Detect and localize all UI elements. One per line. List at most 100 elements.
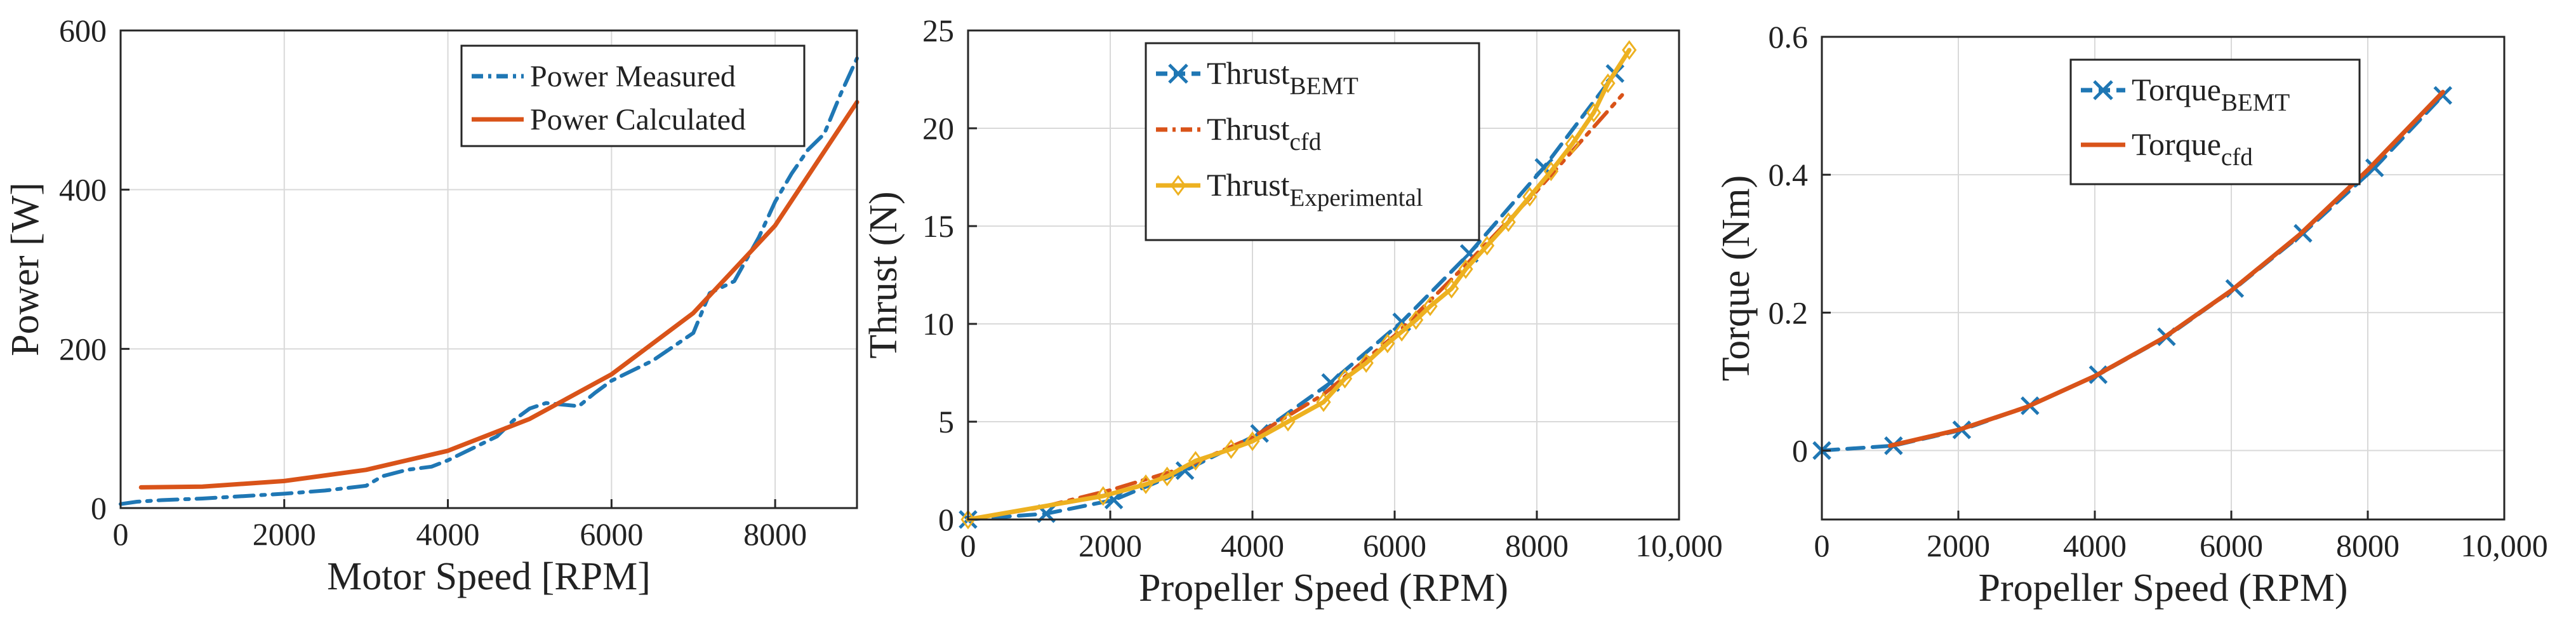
data-point <box>1458 259 1473 279</box>
y-tick-label: 0 <box>938 502 954 537</box>
legend: Power Measured Power Calculated <box>460 44 806 147</box>
legend-label: Power Calculated <box>530 103 746 137</box>
x-tick-label: 4000 <box>1221 528 1284 563</box>
y-tick-label: 0 <box>91 490 107 526</box>
x-tick-label: 6000 <box>1363 528 1426 563</box>
data-point <box>1501 212 1516 232</box>
legend-box <box>460 44 806 147</box>
data-point <box>1423 296 1438 316</box>
y-tick-label: 20 <box>922 111 954 146</box>
axes-box <box>967 29 1680 521</box>
legend-label-main: Thrust <box>1207 55 1290 91</box>
x-tick-label: 6000 <box>2200 528 2263 563</box>
x-tick-label: 0 <box>113 516 129 552</box>
y-tick-label: 5 <box>938 404 954 439</box>
x-axis-label: Propeller Speed (RPM) <box>1139 566 1508 610</box>
legend-label: ThrustBEMT <box>1207 55 1358 100</box>
x-axis-label: Motor Speed [RPM] <box>327 555 651 598</box>
data-point <box>1245 431 1260 452</box>
legend-label-main: Power Measured <box>530 60 736 93</box>
y-axis-label: Power [W] <box>4 182 47 356</box>
data-point <box>960 509 976 530</box>
legend-label-main: Torque <box>2132 126 2221 162</box>
x-tick-label: 8000 <box>743 516 807 552</box>
y-tick-label: 200 <box>59 331 107 366</box>
x-tick-label: 4000 <box>2063 528 2127 563</box>
x-tick-label: 8000 <box>2336 528 2400 563</box>
x-tick-label: 4000 <box>416 516 480 552</box>
legend-label-subscript: cfd <box>2221 144 2253 171</box>
legend-marker <box>2093 80 2113 100</box>
y-axis-label: Thrust (N) <box>862 191 905 358</box>
legend-label-subscript: BEMT <box>2221 89 2290 116</box>
legend-label: ThrustExperimental <box>1207 167 1423 211</box>
data-point <box>1444 279 1459 299</box>
series-line-thrustexperimental <box>966 48 1632 522</box>
legend-label-main: Thrust <box>1207 167 1290 203</box>
x-tick-label: 0 <box>1814 528 1830 563</box>
x-axis-label: Propeller Speed (RPM) <box>1978 566 2347 610</box>
data-point <box>1543 161 1559 182</box>
x-tick-label: 2000 <box>1079 528 1142 563</box>
data-point <box>1380 333 1395 354</box>
data-point <box>1280 412 1296 432</box>
x-tick-label: 6000 <box>580 516 643 552</box>
chart-panel-3: 0 2000 4000 6000 8000 10,000 0 0.2 0.4 0.6 Propell… <box>1715 19 2548 610</box>
y-tick-label: 600 <box>59 13 107 48</box>
data-point <box>1188 451 1204 471</box>
legend-marker <box>1168 64 1188 84</box>
axes-box <box>119 29 858 509</box>
x-tick-label: 2000 <box>253 516 316 552</box>
data-point <box>1337 368 1353 389</box>
data-point <box>1096 486 1111 506</box>
legend-label: Thrustcfd <box>1207 111 1322 156</box>
y-tick-label: 0.2 <box>1769 295 1809 330</box>
legend-label: TorqueBEMT <box>2132 72 2290 116</box>
legend-label-subscript: Experimental <box>1290 184 1423 211</box>
x-tick-label: 2000 <box>1927 528 1990 563</box>
legend-label-main: Torque <box>2132 72 2221 107</box>
series-line-power-calculated <box>138 100 860 490</box>
x-tick-label: 10,000 <box>2460 528 2548 563</box>
series-line-power-measured <box>119 56 859 506</box>
data-point <box>1479 236 1495 256</box>
chart-panel-2: 0 2000 4000 6000 8000 10,000 0 5 10 15 20 25 Propell… <box>862 13 1723 610</box>
y-tick-label: 0 <box>1792 432 1808 468</box>
legend-box <box>1145 42 1480 241</box>
y-tick-label: 25 <box>922 13 954 48</box>
chart-panel-1: 0 2000 4000 6000 8000 0 200 400 600 Motor Speed [… <box>4 13 860 598</box>
series-line-thrustbemt <box>966 71 1617 521</box>
legend-label-main: Thrust <box>1207 111 1290 147</box>
data-point <box>1408 310 1424 330</box>
y-tick-label: 0.6 <box>1769 19 1809 55</box>
x-tick-label: 0 <box>960 528 976 563</box>
data-point <box>1600 73 1616 93</box>
data-point <box>1621 40 1637 60</box>
legend-label-subscript: BEMT <box>1290 72 1359 100</box>
axes-box <box>1821 36 2506 521</box>
y-tick-label: 400 <box>59 172 107 208</box>
legend-label: Power Measured <box>530 60 736 93</box>
data-point <box>1565 134 1580 154</box>
x-tick-label: 10,000 <box>1635 528 1723 563</box>
data-point <box>1586 102 1602 123</box>
y-tick-label: 0.4 <box>1769 157 1809 192</box>
data-point <box>1316 392 1331 412</box>
y-axis-label: Torque (Nm) <box>1715 175 1758 382</box>
series-line-torquecfd <box>1888 90 2445 448</box>
legend-label-subscript: cfd <box>1290 128 1322 156</box>
data-point <box>2365 158 2384 178</box>
x-tick-label: 8000 <box>1505 528 1569 563</box>
legend-label: Torquecfd <box>2132 126 2253 171</box>
legend-marker <box>1170 175 1186 196</box>
data-point <box>1138 474 1153 495</box>
data-point <box>1358 353 1374 373</box>
data-point <box>1159 466 1175 486</box>
legend-label-main: Power Calculated <box>530 103 746 137</box>
data-point <box>1394 321 1409 342</box>
data-point <box>1223 439 1239 459</box>
data-point <box>1522 187 1537 207</box>
